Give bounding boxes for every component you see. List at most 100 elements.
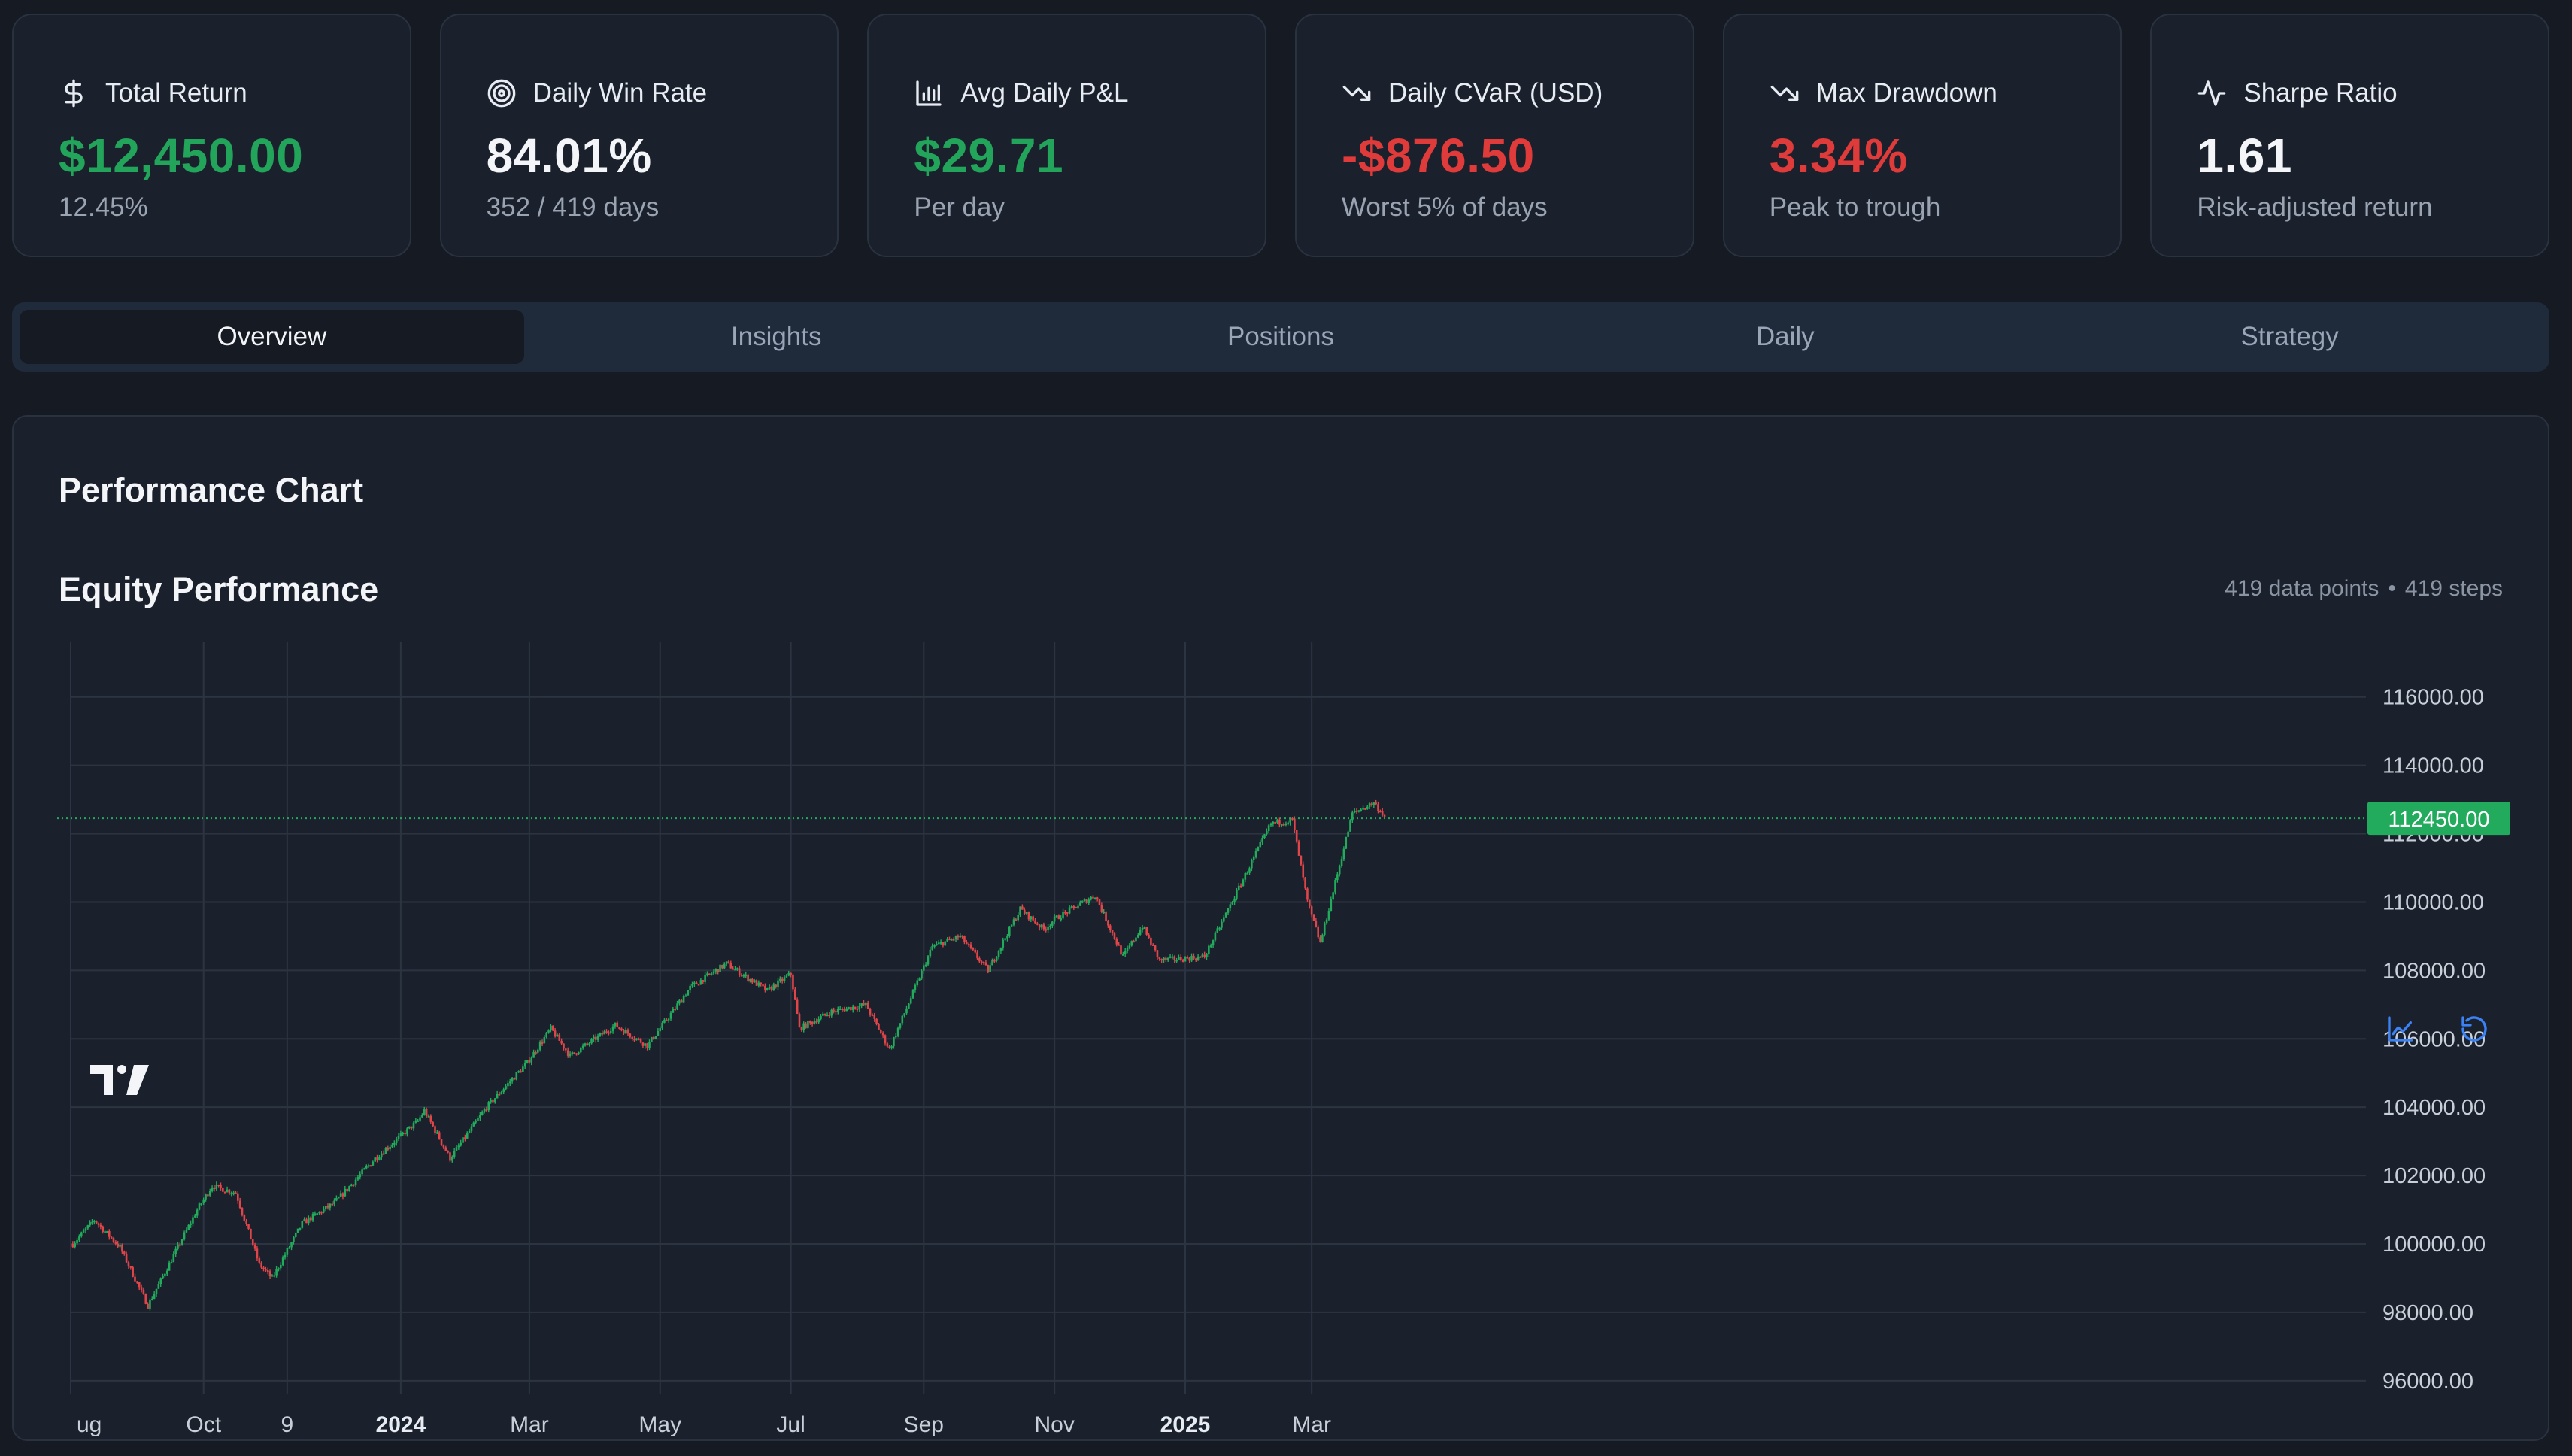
candle-body xyxy=(498,1094,501,1096)
chart-area[interactable]: 116000.00114000.00112000.00110000.001080… xyxy=(57,642,2539,1439)
candle-body xyxy=(738,968,741,975)
candle-body xyxy=(1319,937,1321,942)
chart-type-icon[interactable] xyxy=(2385,1014,2416,1044)
card-subtitle: 12.45% xyxy=(59,193,148,222)
metric-card: Total Return $12,450.00 12.45% xyxy=(12,14,411,257)
candle-body xyxy=(281,1257,284,1265)
candle-body xyxy=(875,1018,878,1024)
candle-body xyxy=(1364,808,1366,810)
candle-body xyxy=(1221,921,1223,928)
candle-body xyxy=(894,1036,897,1038)
candle-body xyxy=(1372,802,1375,805)
candle-body xyxy=(936,943,938,945)
candle-body xyxy=(845,1008,848,1012)
tab-daily[interactable]: Daily xyxy=(1755,322,1815,351)
candle-body xyxy=(609,1030,612,1033)
equity-chart[interactable]: 116000.00114000.00112000.00110000.001080… xyxy=(57,642,2539,1439)
candle-body xyxy=(550,1025,552,1031)
candle-body xyxy=(931,945,933,950)
candle-body xyxy=(807,1021,809,1028)
candle-body xyxy=(1021,906,1024,910)
candle-body xyxy=(350,1184,353,1187)
candle-body xyxy=(352,1184,355,1186)
candle-body xyxy=(760,982,762,985)
candle-body xyxy=(822,1013,824,1016)
candle-body xyxy=(1094,897,1096,899)
candle-body xyxy=(230,1193,233,1195)
candle-body xyxy=(487,1102,490,1111)
candle-body xyxy=(414,1120,417,1123)
candle-body xyxy=(1178,957,1180,960)
candle-body xyxy=(1315,921,1318,927)
candle-body xyxy=(84,1228,87,1231)
candle-body xyxy=(678,1000,681,1004)
metric-card: Avg Daily P&L $29.71 Per day xyxy=(867,14,1267,257)
candle-body xyxy=(294,1233,297,1237)
candle-body xyxy=(1066,912,1069,914)
candle-body xyxy=(764,985,766,990)
chart-meta: 419 data points • 419 steps xyxy=(2225,576,2503,602)
candle-body xyxy=(820,1015,822,1020)
candle-body xyxy=(1330,899,1333,912)
candle-body xyxy=(434,1126,436,1133)
candle-body xyxy=(984,962,987,966)
candle-body xyxy=(187,1224,190,1230)
candle-body xyxy=(721,964,723,969)
tab-strategy[interactable]: Strategy xyxy=(2240,322,2339,351)
candle-body xyxy=(412,1122,415,1129)
candle-body xyxy=(682,996,685,1003)
panel-title: Performance Chart xyxy=(59,471,364,509)
candle-body xyxy=(611,1026,614,1031)
target-icon xyxy=(487,79,516,108)
candle-body xyxy=(710,973,713,975)
candle-body xyxy=(1092,896,1094,899)
candle-body xyxy=(558,1034,561,1041)
candle-body xyxy=(475,1121,477,1123)
candle-body xyxy=(262,1267,265,1269)
tab-overview[interactable]: Overview xyxy=(20,310,524,364)
candle-body xyxy=(1096,897,1099,899)
candle-body xyxy=(393,1142,396,1145)
candle-body xyxy=(1100,905,1103,912)
candle-body xyxy=(78,1236,80,1241)
candle-body xyxy=(1156,950,1159,957)
candle-body xyxy=(556,1034,559,1037)
candle-body xyxy=(841,1008,844,1010)
candle-body xyxy=(284,1254,287,1258)
candle-body xyxy=(1351,812,1354,821)
candle-body xyxy=(1218,927,1221,930)
tab-positions[interactable]: Positions xyxy=(1227,322,1334,351)
reset-zoom-icon[interactable] xyxy=(2459,1014,2489,1044)
candle-body xyxy=(1259,842,1262,848)
candle-body xyxy=(697,984,700,986)
y-tick-label: 104000.00 xyxy=(2382,1096,2486,1120)
candle-body xyxy=(1257,847,1260,851)
candle-body xyxy=(944,941,947,946)
candle-body xyxy=(777,980,779,987)
candle-body xyxy=(522,1066,524,1072)
candle-body xyxy=(783,977,786,981)
candle-body xyxy=(323,1209,325,1213)
candle-body xyxy=(490,1100,492,1103)
candle-body xyxy=(537,1049,539,1053)
candle-body xyxy=(329,1203,332,1208)
candle-body xyxy=(1231,902,1233,905)
candle-body xyxy=(127,1262,130,1266)
candle-body xyxy=(1300,855,1303,865)
candle-body xyxy=(436,1132,438,1134)
candle-body xyxy=(878,1024,880,1030)
candle-body xyxy=(464,1137,466,1139)
candle-body xyxy=(423,1109,426,1115)
candle-body xyxy=(1342,848,1345,860)
candle-body xyxy=(843,1009,846,1012)
tab-insights[interactable]: Insights xyxy=(730,322,822,351)
candle-body xyxy=(578,1052,580,1054)
candle-body xyxy=(89,1222,91,1226)
candle-body xyxy=(97,1223,100,1225)
candle-body xyxy=(200,1203,203,1205)
candle-body xyxy=(82,1230,85,1233)
candle-body xyxy=(1362,808,1364,810)
candle-body xyxy=(341,1193,344,1197)
candle-body xyxy=(132,1267,134,1277)
candle-body xyxy=(71,1244,74,1248)
